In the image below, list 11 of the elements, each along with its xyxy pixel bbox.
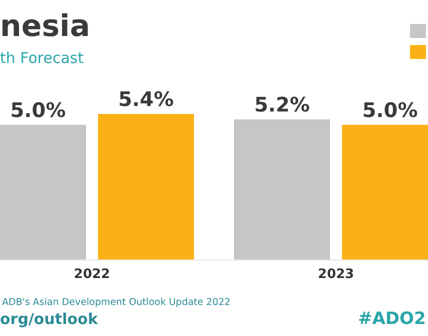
x-tick-label: 2022 xyxy=(74,267,110,282)
data-label: 5.2% xyxy=(254,92,310,116)
chart-subtitle: th Forecast xyxy=(0,49,84,67)
data-label: 5.0% xyxy=(10,98,66,122)
data-label: 5.0% xyxy=(362,98,418,122)
x-tick-label: 2023 xyxy=(318,267,354,282)
text: #ADO2 xyxy=(358,309,426,329)
text: ADB's Asian Development Outlook Update 2022 xyxy=(2,297,230,308)
data-label: 5.4% xyxy=(118,87,174,111)
text: org/outlook xyxy=(0,310,99,328)
chart-title: nesia xyxy=(0,9,90,44)
